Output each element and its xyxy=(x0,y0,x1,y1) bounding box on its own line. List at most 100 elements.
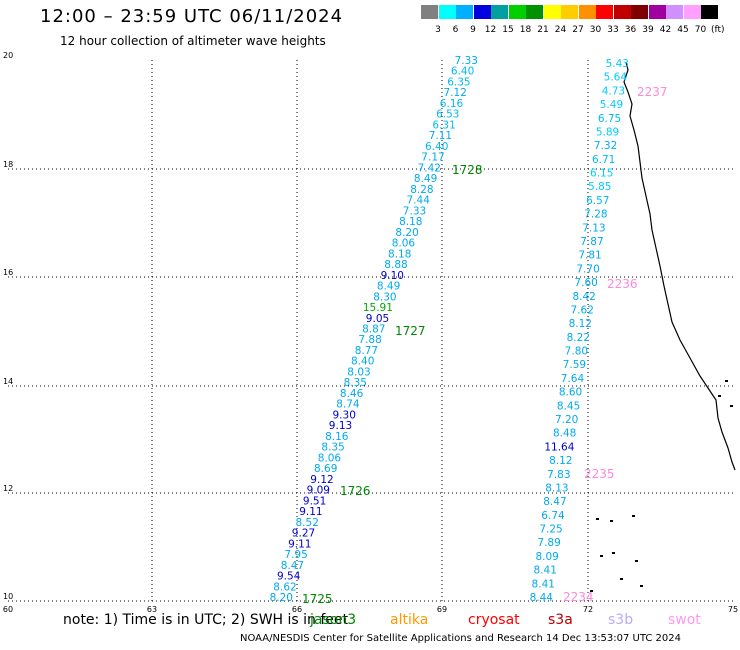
wave-height-reading: 5.43 xyxy=(606,58,629,70)
color-swatch xyxy=(613,5,631,19)
wave-height-reading: 15.91 xyxy=(363,302,393,314)
wave-height-reading: 9.51 xyxy=(303,495,326,507)
lat-tick-label: 18 xyxy=(3,160,13,169)
wave-height-reading: 9.54 xyxy=(277,571,301,583)
island xyxy=(718,395,721,397)
wave-height-reading: 8.03 xyxy=(347,366,370,378)
color-swatch xyxy=(543,5,561,19)
wave-height-reading: 7.33 xyxy=(455,55,478,67)
wave-height-reading: 7.60 xyxy=(574,277,597,289)
lon-tick-label: 63 xyxy=(147,605,157,614)
island xyxy=(596,518,599,520)
wave-height-reading: 6.31 xyxy=(432,119,455,131)
wave-height-reading: 6.35 xyxy=(447,76,470,88)
wave-height-reading: 6.71 xyxy=(592,154,615,166)
map-grid xyxy=(8,60,733,602)
wave-height-reading: 8.20 xyxy=(270,592,293,604)
time-marker: 1726 xyxy=(340,484,371,498)
wave-height-reading: 7.33 xyxy=(403,205,426,217)
wave-height-reading: 8.45 xyxy=(557,400,580,412)
island xyxy=(640,585,643,587)
wave-height-reading: 8.18 xyxy=(388,248,411,260)
color-swatch xyxy=(508,5,526,19)
lon-tick-label: 69 xyxy=(437,605,447,614)
color-scale-label: 42 xyxy=(659,25,672,35)
axis-labels: 60 63 66 69 72 75 20 18 16 14 12 10 xyxy=(3,51,738,614)
wave-height-reading: 9.05 xyxy=(366,313,389,325)
page-subtitle: 12 hour collection of altimeter wave hei… xyxy=(60,34,326,48)
wave-height-reading: 9.09 xyxy=(307,485,330,497)
wave-height-reading: 9.12 xyxy=(310,474,333,486)
wave-height-reading: 9.10 xyxy=(381,270,404,282)
wave-height-reading: 5.49 xyxy=(600,99,623,111)
satellite-legend-item: altika xyxy=(390,612,429,628)
lat-tick-label: 10 xyxy=(3,592,13,601)
satellite-legend-item: cryosat xyxy=(468,612,520,628)
wave-height-reading: 8.49 xyxy=(377,281,400,293)
wave-height-reading: 8.49 xyxy=(414,173,437,185)
satellite-legend-item: jason3 xyxy=(310,612,357,628)
wave-height-reading: 5.64 xyxy=(604,72,628,84)
coastline-path xyxy=(623,61,736,471)
wave-height-reading: 7.44 xyxy=(407,195,431,207)
island xyxy=(725,380,728,382)
color-scale-label: 33 xyxy=(607,25,619,35)
color-swatch xyxy=(526,5,543,19)
island xyxy=(600,555,603,557)
wave-height-reading: 8.18 xyxy=(399,216,422,228)
wave-height-reading: 7.87 xyxy=(580,236,603,248)
wave-height-reading: 9.27 xyxy=(292,528,315,540)
island xyxy=(730,405,733,407)
color-scale-unit: (ft) xyxy=(711,25,725,35)
color-scale-label: 70 xyxy=(694,25,707,35)
wave-height-reading: 8.47 xyxy=(543,496,566,508)
color-swatch xyxy=(491,5,508,19)
wave-height-reading: 7.59 xyxy=(563,359,586,371)
wave-height-reading: 7.20 xyxy=(555,414,578,426)
wave-height-reading: 8.48 xyxy=(553,428,576,440)
color-swatch xyxy=(666,5,683,19)
wave-height-reading: 8.12 xyxy=(549,455,572,467)
color-scale-label: 27 xyxy=(572,25,584,35)
color-scale-label: 45 xyxy=(677,25,689,35)
wave-height-reading: 7.11 xyxy=(429,130,452,142)
color-scale-label: 36 xyxy=(624,25,637,35)
wave-height-reading: 8.30 xyxy=(373,291,396,303)
time-marker: 2235 xyxy=(584,467,615,481)
color-scale-label: 6 xyxy=(452,25,459,35)
time-marker: 1728 xyxy=(452,163,483,177)
lat-tick-label: 16 xyxy=(3,268,13,277)
color-swatch xyxy=(421,5,438,19)
wave-height-reading: 6.16 xyxy=(440,98,464,110)
color-swatch xyxy=(701,5,718,19)
color-swatch xyxy=(631,5,648,19)
wave-height-reading: 7.70 xyxy=(576,263,599,275)
color-scale-label: 12 xyxy=(484,25,497,35)
wave-height-reading: 8.42 xyxy=(572,291,595,303)
lat-tick-label: 12 xyxy=(3,484,13,493)
wave-height-reading: 8.06 xyxy=(318,452,342,464)
wave-height-reading: 6.40 xyxy=(425,141,448,153)
wave-height-reading: 8.44 xyxy=(530,592,554,604)
wave-height-reading: 7.80 xyxy=(565,346,588,358)
color-scale-label: 9 xyxy=(470,25,476,35)
satellite-legend-item: s3a xyxy=(548,612,573,628)
lat-tick-label: 20 xyxy=(3,51,13,60)
wave-height-reading: 8.41 xyxy=(532,578,555,590)
wave-height-reading: 11.64 xyxy=(544,441,574,453)
wave-height-reading: 8.12 xyxy=(569,318,592,330)
lon-tick-label: 72 xyxy=(583,605,593,614)
wave-height-reading: 8.22 xyxy=(567,332,590,344)
color-scale-label: 21 xyxy=(537,25,549,35)
color-swatch xyxy=(596,5,613,19)
lon-tick-label: 75 xyxy=(728,605,738,614)
wave-height-reading: 9.11 xyxy=(299,506,322,518)
wave-height-reading: 6.40 xyxy=(451,66,474,78)
time-marker: 2234 xyxy=(563,590,594,604)
time-marker: 2236 xyxy=(607,277,638,291)
time-marker: 1727 xyxy=(395,324,426,338)
island xyxy=(620,578,623,580)
wave-height-reading: 9.11 xyxy=(288,538,311,550)
wave-height-reading: 6.75 xyxy=(598,113,621,125)
wave-height-reading: 5.89 xyxy=(596,126,619,138)
